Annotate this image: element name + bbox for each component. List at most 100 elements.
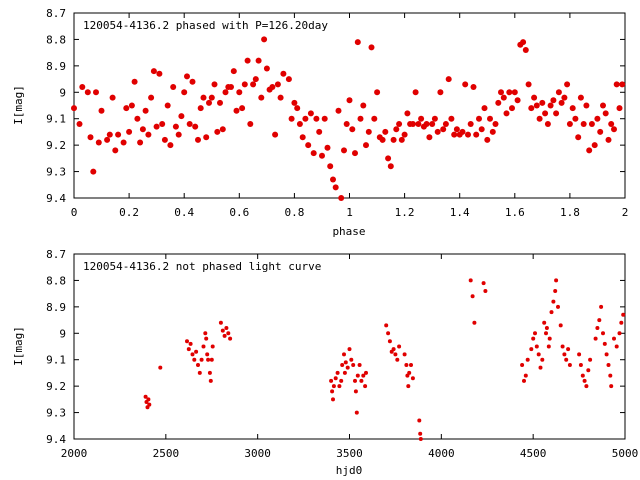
data-point — [586, 368, 591, 373]
data-point — [263, 65, 270, 72]
data-point — [353, 378, 357, 383]
data-point — [542, 110, 549, 117]
data-point — [569, 105, 576, 112]
data-point — [153, 123, 160, 130]
data-point — [147, 402, 152, 407]
data-point — [211, 81, 218, 88]
data-point — [391, 347, 396, 352]
data-point — [331, 397, 335, 402]
data-point — [448, 115, 455, 122]
data-point — [175, 131, 182, 138]
data-point — [520, 363, 525, 367]
data-point — [551, 299, 556, 304]
data-point — [544, 326, 549, 330]
data-point — [361, 373, 366, 378]
data-point — [390, 136, 397, 143]
data-point — [462, 81, 469, 88]
data-point — [230, 68, 237, 75]
data-point — [327, 163, 334, 170]
data-point — [112, 147, 119, 154]
data-point — [577, 94, 584, 101]
data-point — [531, 336, 536, 341]
data-point — [478, 126, 485, 133]
data-point — [465, 131, 471, 138]
data-point — [321, 115, 328, 122]
data-point — [396, 121, 403, 127]
data-point — [341, 147, 347, 154]
data-point — [601, 331, 605, 336]
data-point — [431, 115, 438, 122]
x-tick-label: 3000 — [244, 447, 271, 460]
data-point — [472, 320, 477, 325]
data-point — [544, 121, 551, 127]
x-tick-label: 1 — [346, 206, 353, 219]
data-point — [578, 363, 583, 367]
data-point — [384, 323, 389, 328]
data-point — [619, 81, 626, 88]
data-point — [330, 176, 336, 183]
data-point — [498, 89, 504, 96]
y-tick-label: 9.4 — [46, 192, 66, 205]
data-point — [616, 105, 623, 112]
y-axis-label: I[mag] — [12, 85, 25, 125]
data-point — [217, 99, 223, 106]
data-point — [146, 397, 151, 402]
data-point — [299, 134, 306, 141]
data-point — [536, 352, 541, 357]
data-point — [522, 47, 529, 53]
data-point — [126, 128, 133, 135]
data-point — [345, 365, 350, 370]
data-point — [613, 81, 620, 88]
data-point — [210, 344, 215, 349]
data-point — [608, 121, 615, 127]
data-point — [233, 107, 240, 114]
data-point — [522, 378, 526, 383]
data-point — [481, 281, 486, 286]
data-point — [349, 126, 356, 133]
data-point — [342, 352, 346, 357]
data-point — [302, 115, 309, 122]
phased-light-curve-plot: 120054-4136.2 phased with P=126.20day ph… — [12, 7, 628, 238]
data-point — [418, 431, 423, 436]
data-point — [605, 136, 612, 143]
data-point — [453, 126, 460, 133]
data-point — [241, 81, 248, 88]
data-point — [566, 121, 573, 127]
data-point — [487, 115, 493, 122]
x-tick-label: 1.2 — [395, 206, 415, 219]
data-point — [197, 105, 204, 112]
data-point — [294, 105, 301, 112]
data-point — [143, 394, 148, 399]
data-point — [203, 331, 208, 336]
x-axis-label: hjd0 — [336, 464, 363, 477]
data-point — [142, 107, 149, 114]
data-point — [467, 121, 474, 127]
data-point — [514, 97, 521, 104]
data-point — [277, 94, 284, 101]
data-point — [409, 363, 413, 367]
data-point — [412, 89, 419, 96]
x-tick-label: 4000 — [428, 447, 455, 460]
x-tick-label: 0.2 — [119, 206, 139, 219]
data-point — [236, 89, 243, 96]
data-point — [371, 115, 378, 122]
data-point — [335, 107, 342, 114]
data-point — [595, 326, 600, 330]
data-point — [577, 352, 582, 357]
data-point — [368, 44, 375, 51]
data-point — [365, 128, 372, 135]
data-point — [363, 142, 369, 149]
data-point — [184, 73, 190, 80]
data-point — [332, 184, 339, 191]
data-point — [407, 370, 412, 375]
data-point — [307, 110, 314, 117]
data-point — [272, 131, 279, 138]
data-point — [379, 136, 386, 143]
y-tick-label: 9.3 — [46, 407, 66, 420]
data-point — [540, 357, 545, 362]
data-point — [214, 128, 221, 135]
data-point — [374, 89, 381, 96]
data-point — [351, 363, 356, 367]
data-point — [205, 352, 210, 357]
